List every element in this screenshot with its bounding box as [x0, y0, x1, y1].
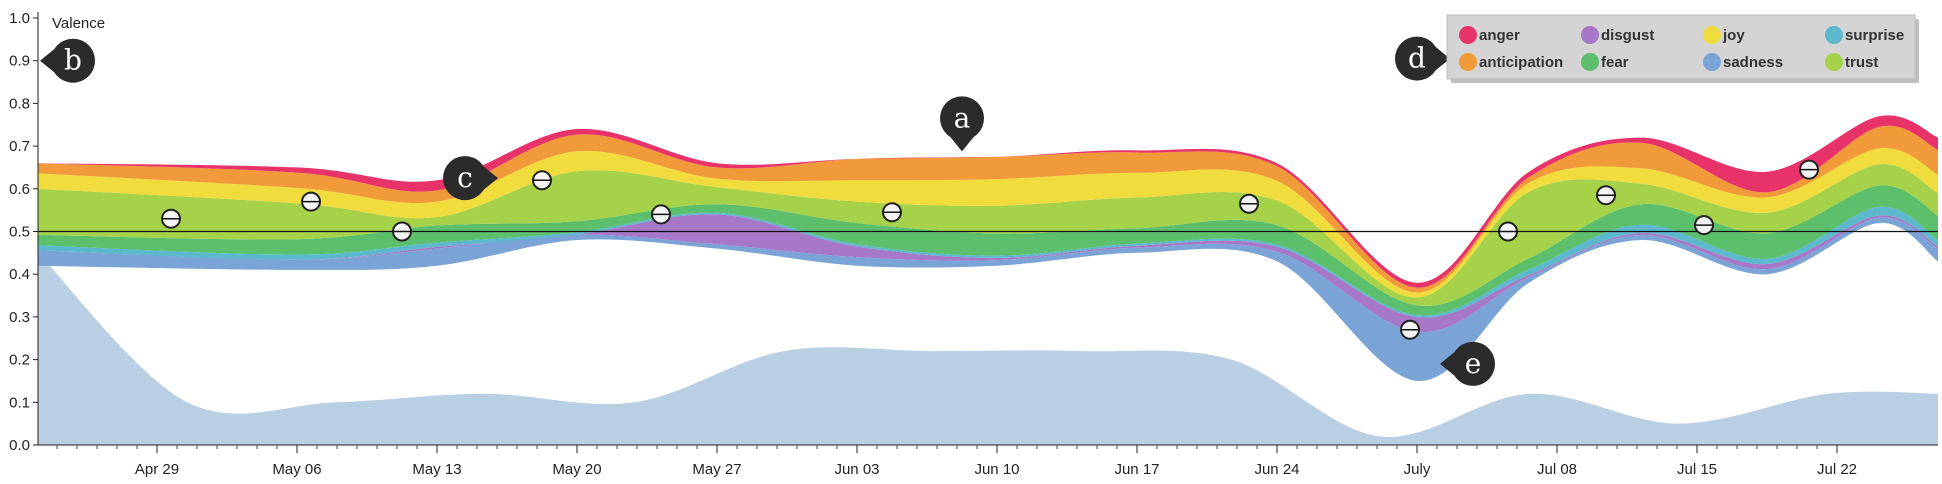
x-tick-label: Jun 03 — [834, 461, 879, 478]
valence-point[interactable] — [1498, 221, 1518, 242]
valence-point[interactable] — [882, 202, 902, 223]
valence-point[interactable] — [1239, 193, 1259, 214]
x-tick-label: May 13 — [412, 461, 461, 478]
axes-layer: 0.0 0.1 0.2 0.3 0.4 0.5 0.6 0.7 0.8 0.9 1.0 Valence… — [9, 10, 1938, 478]
y-tick-label: 0.3 — [9, 309, 30, 326]
y-tick-label: 0.4 — [9, 266, 30, 283]
callout-b: b — [40, 38, 95, 83]
x-tick-label: Jul 15 — [1677, 461, 1717, 478]
svg-text:anticipation: anticipation — [1479, 54, 1563, 71]
svg-text:a: a — [954, 101, 971, 134]
svg-text:e: e — [1465, 347, 1482, 380]
y-tick-label: 1.0 — [9, 10, 30, 27]
y-tick-label: 0.0 — [9, 437, 30, 454]
x-tick-label: May 20 — [552, 461, 601, 478]
valence-point[interactable] — [161, 208, 181, 229]
svg-text:surprise: surprise — [1845, 27, 1904, 44]
y-tick-label: 0.9 — [9, 53, 30, 70]
legend-item-joy: joy — [1703, 26, 1745, 44]
valence-points-layer[interactable] — [161, 159, 1819, 340]
callout-a: a — [940, 96, 984, 152]
svg-text:disgust: disgust — [1601, 27, 1654, 44]
valence-point[interactable] — [1799, 159, 1819, 180]
legend-item-surprise: surprise — [1825, 26, 1904, 44]
svg-text:sadness: sadness — [1723, 54, 1783, 71]
legend: anger disgust joy surprise anticipation fear s… — [1446, 14, 1919, 83]
legend-item-fear: fear — [1581, 53, 1629, 71]
callouts-layer: a b c d e — [40, 36, 1495, 386]
y-axis-label: Valence — [52, 15, 105, 32]
legend-item-trust: trust — [1825, 53, 1878, 71]
stream-layer-anticipation — [38, 125, 1938, 293]
valence-point[interactable] — [392, 221, 412, 242]
background-area-layer — [38, 252, 1938, 445]
stream-layer-sadness — [38, 217, 1938, 382]
y-tick-label: 0.1 — [9, 394, 30, 411]
legend-item-anger: anger — [1459, 26, 1520, 44]
y-tick-label: 0.6 — [9, 181, 30, 198]
x-tick-label: Apr 29 — [135, 461, 179, 478]
callout-d: d — [1395, 36, 1450, 81]
stream-layer-trust — [38, 163, 1938, 306]
stream-layer-joy — [38, 147, 1938, 298]
stream-layer-fear — [38, 185, 1938, 316]
svg-text:d: d — [1408, 42, 1426, 75]
svg-text:c: c — [457, 161, 473, 194]
valence-point[interactable] — [301, 191, 321, 212]
x-tick-label: Jul 22 — [1817, 461, 1857, 478]
y-tick-label: 0.2 — [9, 352, 30, 369]
valence-point[interactable] — [651, 204, 671, 225]
x-tick-label: May 06 — [272, 461, 321, 478]
x-tick-label: Jun 17 — [1114, 461, 1159, 478]
x-tick-label: Jun 24 — [1254, 461, 1299, 478]
x-tick-label: May 27 — [692, 461, 741, 478]
legend-item-sadness: sadness — [1703, 53, 1783, 71]
callout-e: e — [1440, 341, 1495, 386]
y-tick-label: 0.5 — [9, 224, 30, 241]
svg-text:trust: trust — [1845, 54, 1878, 71]
x-tick-label: Jul 08 — [1537, 461, 1577, 478]
valence-point[interactable] — [1596, 185, 1616, 206]
valence-point[interactable] — [1694, 215, 1714, 236]
svg-text:anger: anger — [1479, 27, 1520, 44]
valence-point[interactable] — [1400, 319, 1420, 340]
y-tick-label: 0.8 — [9, 95, 30, 112]
emotion-stream-layer — [38, 115, 1938, 382]
valence-point[interactable] — [532, 170, 552, 191]
legend-item-disgust: disgust — [1581, 26, 1654, 44]
y-tick-label: 0.7 — [9, 138, 30, 155]
svg-text:b: b — [64, 44, 82, 77]
svg-text:fear: fear — [1601, 54, 1629, 71]
callout-c: c — [443, 156, 498, 201]
x-tick-label: July — [1404, 461, 1431, 478]
svg-text:joy: joy — [1722, 27, 1745, 44]
background-volume-area — [38, 252, 1938, 445]
x-tick-label: Jun 10 — [974, 461, 1019, 478]
legend-item-anticipation: anticipation — [1459, 53, 1563, 71]
